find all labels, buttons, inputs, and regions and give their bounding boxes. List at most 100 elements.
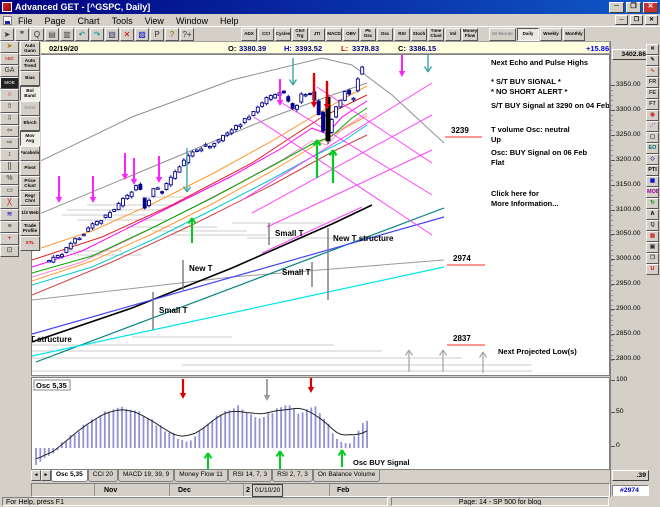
select-pointer-icon[interactable]: ➤ [0,41,19,53]
tb-lines-icon[interactable]: ≡ [0,221,19,233]
copy-icon[interactable]: ❐ [646,253,659,264]
oscillator-pane[interactable]: Osc 5,35Osc BUY Signal [31,377,610,470]
study-button-vol[interactable]: Vol [445,28,461,41]
palette-icon[interactable]: ▩ [646,231,659,242]
study-trade-profile[interactable]: Trade Profile [20,221,40,236]
gann-angles-icon[interactable]: GA [0,65,19,77]
timeframe-monthly[interactable]: Monthly [563,28,585,41]
lines-icon[interactable]: ╳ [0,197,19,209]
maximize-button[interactable]: ❐ [626,2,641,13]
tab-osc-5-35[interactable]: Osc 5,35 [51,470,88,482]
rhombus-icon[interactable]: ◇ [646,154,659,165]
child-close-button[interactable]: ✕ [645,15,658,25]
zoom-tool-icon[interactable]: Q [646,220,659,231]
menu-view[interactable]: View [139,16,170,26]
menu-chart[interactable]: Chart [72,16,106,26]
mob-study-icon[interactable]: MOB [0,77,19,89]
date-axis[interactable]: 01/10/20 NovDec2Feb [31,483,610,497]
gann-circle-icon[interactable]: ◉ [646,110,659,121]
pencil-icon[interactable]: ✎ [646,55,659,66]
tab-macd-19-39-9[interactable]: MACD 19, 39, 9 [118,470,174,482]
study-parabolic[interactable]: Parabolic [20,146,40,161]
pti-icon[interactable]: PTI [646,165,659,176]
tab-scroll-right[interactable]: ► [41,470,51,481]
tab-rsi-14-7-3[interactable]: RSI 14, 7, 3 [228,470,272,482]
undo-icon[interactable]: ↶ [75,28,89,41]
new-page-icon[interactable]: ▤ [45,28,59,41]
grid-icon[interactable]: ▦ [646,176,659,187]
arrow-right-icon[interactable]: ⇨ [0,137,19,149]
percent-icon[interactable]: % [0,173,19,185]
context-help-icon[interactable]: ?+ [180,28,194,41]
study-bias[interactable]: Bias [20,71,40,86]
study-button-pk-osc[interactable]: Pk Osc [360,28,376,41]
chart-icon[interactable]: ▨ [135,28,149,41]
study-button-jti[interactable]: JTI [309,28,325,41]
text-tool-icon[interactable]: A [646,209,659,220]
quotes-icon[interactable]: ❞ [15,28,29,41]
delete-icon[interactable]: ✕ [120,28,134,41]
trendline-icon[interactable]: ∿ [646,66,659,77]
close-region-icon[interactable]: ✕ [646,44,659,55]
tab-money-flow-11[interactable]: Money Flow 11 [174,470,228,482]
timeframe-60-minute[interactable]: 60 Minute [489,28,516,41]
mob-icon[interactable]: MOB [646,187,659,198]
elliott-abc-icon[interactable]: ABC [0,53,19,65]
study-auto-trend[interactable]: Auto Trend [20,56,40,71]
pattern-icon[interactable]: ▣ [646,242,659,253]
chart-annotation[interactable]: Click here for [491,189,539,198]
search-icon[interactable]: Q [30,28,44,41]
undo-u-icon[interactable]: U [646,264,659,275]
study-regr-chnl[interactable]: Regr Chnl [20,191,40,206]
tab-on-balance-volume[interactable]: On Balance Volume [313,470,380,482]
study-bol-band[interactable]: Bol Band [20,86,40,101]
bands-icon[interactable]: ≋ [0,209,19,221]
study-button-osc[interactable]: Osc [377,28,393,41]
study-mov-avg[interactable]: Mov Avg [20,131,40,146]
menu-page[interactable]: Page [39,16,72,26]
fan-lines-icon[interactable]: ⋰ [646,121,659,132]
study-button-adx[interactable]: ADX [241,28,257,41]
tab-rsi-2-7-3[interactable]: RSI 2, 7, 3 [272,470,313,482]
study-ehrch[interactable]: Ehrch [20,116,40,131]
chart-window-icon[interactable] [3,16,12,25]
arrow-down-icon[interactable]: ⇩ [0,113,19,125]
study-delta[interactable]: Delta [20,101,40,116]
fib-extension-icon[interactable]: FE [646,88,659,99]
menu-window[interactable]: Window [170,16,214,26]
study-button-macd[interactable]: MACD [326,28,342,41]
redo-icon[interactable]: ↷ [90,28,104,41]
timeframe-daily[interactable]: Daily [517,28,539,41]
study-1-3-web[interactable]: 1/3 Web [20,206,40,221]
crosshair-icon[interactable]: + [0,233,19,245]
paste-icon[interactable]: ▧ [105,28,119,41]
study-auto-gann[interactable]: Auto Gann [20,41,40,56]
rectangle-icon[interactable]: ▭ [0,185,19,197]
timeframe-weekly[interactable]: Weekly [540,28,562,41]
study-button-rsi[interactable]: RSI [394,28,410,41]
help-icon[interactable]: ? [165,28,179,41]
tab-scroll-left[interactable]: ◄ [31,470,41,481]
arrow-up-icon[interactable]: ⇧ [0,101,19,113]
arrow-left-icon[interactable]: ⇦ [0,125,19,137]
open-icon[interactable]: ▥ [60,28,74,41]
study-button-money-flow[interactable]: Money Flow [462,28,478,41]
child-minimize-button[interactable]: ─ [615,15,628,25]
time-marker-icon[interactable]: ↕ [0,149,19,161]
exit-icon[interactable]: ⊡ [0,245,19,257]
box-tool-icon[interactable]: ▢ [646,132,659,143]
study-xtl[interactable]: XTL [20,236,40,251]
study-button-chrt-trg[interactable]: Chrt Trg [292,28,308,41]
refresh-icon[interactable]: ↻ [646,198,659,209]
fib-time-icon[interactable]: FT [646,99,659,110]
study-button-cycles[interactable]: Cycles [275,28,291,41]
menu-help[interactable]: Help [214,16,245,26]
print-icon[interactable]: P [150,28,164,41]
child-restore-button[interactable]: ❐ [630,15,643,25]
menu-tools[interactable]: Tools [106,16,139,26]
study-button-time-clust[interactable]: Time Clust [428,28,444,41]
fib-retracement-icon[interactable]: FR [646,77,659,88]
study-pivot[interactable]: Pivot [20,161,40,176]
close-button[interactable]: ✕ [643,2,658,13]
study-price-clust[interactable]: Price Clust [20,176,40,191]
